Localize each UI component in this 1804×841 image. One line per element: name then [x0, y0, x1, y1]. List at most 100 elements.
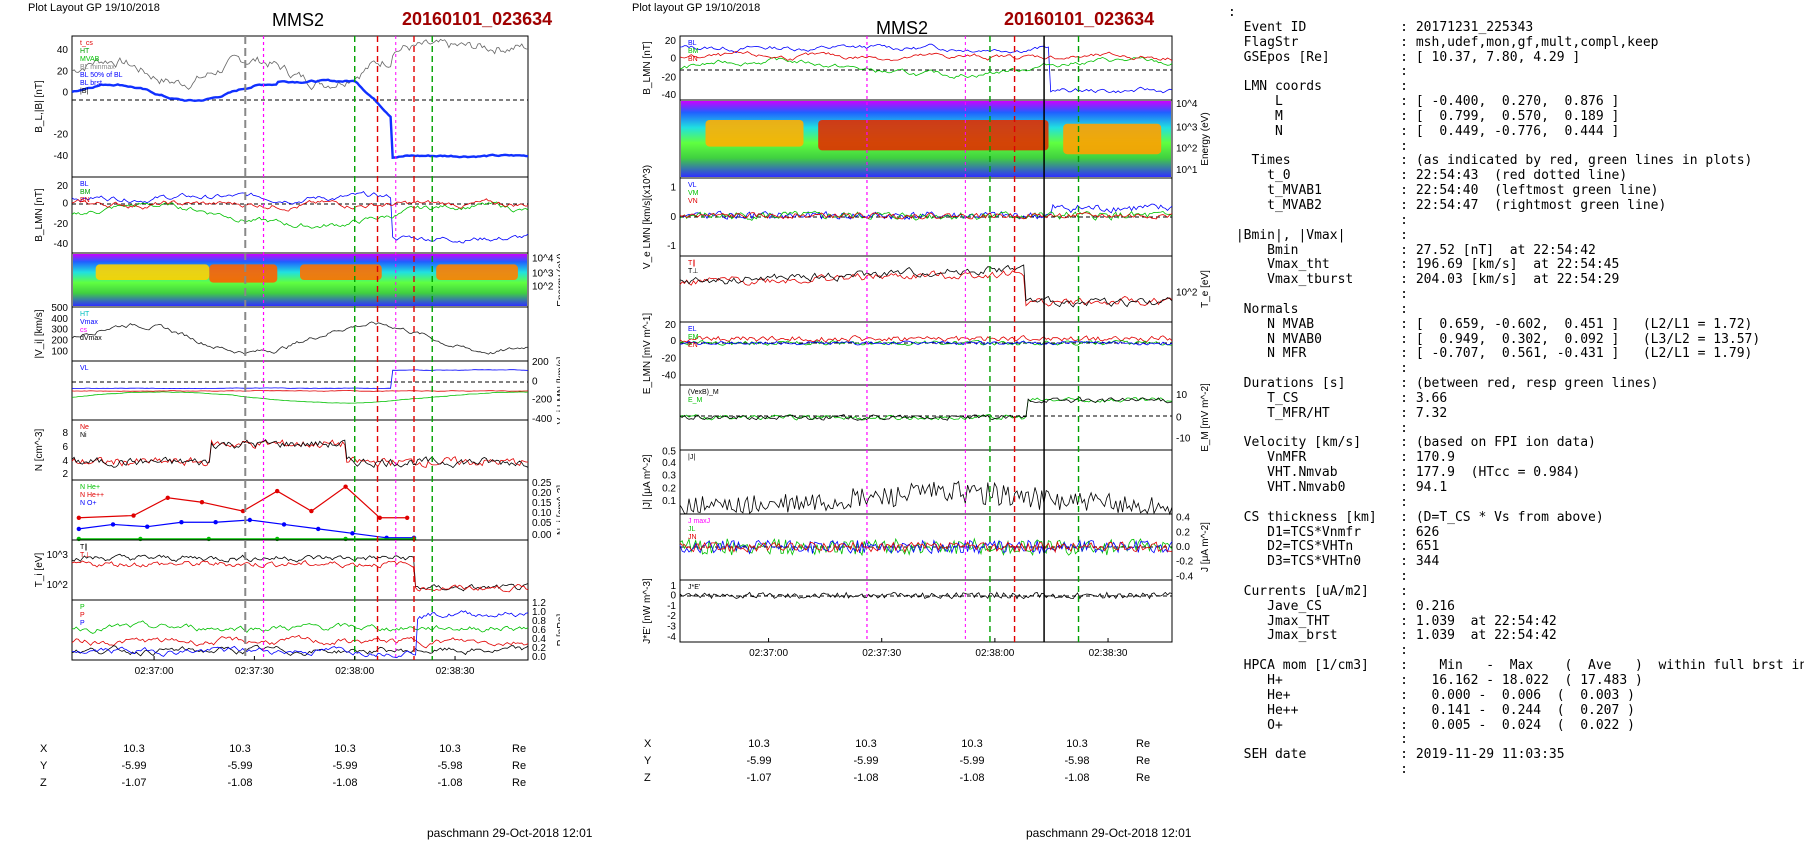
series-line	[679, 43, 1173, 94]
tick-label: -0.4	[1176, 572, 1194, 583]
summary-line: D2=TCS*VHTn : 651	[1228, 539, 1440, 555]
tick-label: 0.2	[1176, 527, 1190, 538]
summary-line: O+ : 0.005 - 0.024 ( 0.022 )	[1228, 717, 1635, 733]
axis-label: B_LMN [nT]	[642, 41, 653, 95]
coord-label: X	[40, 743, 48, 755]
series-line	[71, 391, 529, 404]
tick-label: 10^2	[1176, 143, 1198, 154]
summary-line: D3=TCS*VHTn0 : 344	[1228, 554, 1440, 570]
legend-entry: J maxJ	[688, 518, 710, 525]
summary-line: He++ : 0.141 - 0.244 ( 0.207 )	[1228, 702, 1635, 718]
panel-frame	[71, 306, 529, 362]
summary-line: Vmax_tburst : 204.03 [km/s] at 22:54:29	[1228, 272, 1620, 288]
spectrogram-hot	[95, 264, 210, 280]
axis-label: T_i [eV]	[34, 553, 45, 588]
tick-label: -40	[54, 151, 69, 162]
panel-frame	[71, 539, 529, 601]
tick-label: -1	[667, 601, 676, 612]
tick-label: -20	[54, 130, 69, 141]
legend-entry: EL	[688, 326, 697, 333]
tick-label: 0	[670, 53, 676, 64]
summary-line: Normals :	[1228, 301, 1409, 317]
tick-label: 500	[51, 303, 68, 314]
middle-chart: 200-20-40B_LMN [nT] BLBMBN10^410^310^210^…	[642, 35, 1211, 659]
coord-value: 10.3	[439, 743, 461, 755]
legend-entry: P	[80, 612, 85, 619]
tick-label: 0.2	[532, 643, 546, 654]
tick-label: 8	[62, 428, 68, 439]
summary-line: L : [ -0.400, 0.270, 0.876 ]	[1228, 94, 1620, 110]
tick-label: 0.1	[662, 496, 676, 507]
tick-label: 20	[57, 181, 69, 192]
legend-entry: BL 50% of BL	[80, 72, 123, 79]
series-line	[71, 38, 529, 91]
series-line	[679, 591, 1173, 600]
coord-value: -5.99	[332, 760, 358, 772]
tick-label: 0.4	[532, 634, 546, 645]
axis-label: N_i [cm^-3]	[556, 485, 560, 535]
legend-entry: VM	[688, 190, 699, 197]
summary-line: N MVAB : [ 0.659, -0.602, 0.451 ] (L2/L1…	[1228, 316, 1753, 332]
coord-unit: Re	[1136, 738, 1151, 750]
tick-label: -40	[54, 239, 69, 250]
summary-line: CS thickness [km] : (D=T_CS * Vs from ab…	[1228, 509, 1604, 525]
series-line	[78, 485, 408, 519]
summary-line: Bmin : 27.52 [nT] at 22:54:42	[1228, 242, 1596, 258]
legend-entry: VN	[688, 198, 698, 205]
series-line	[679, 396, 1173, 421]
tick-label: -4	[667, 632, 676, 643]
tick-label: -40	[662, 371, 677, 382]
time-tick: 02:37:30	[862, 648, 901, 659]
axis-label: N [cm^-3]	[34, 429, 45, 472]
tick-label: 0.4	[662, 458, 676, 469]
panel-frame	[679, 449, 1173, 515]
event-summary-text: : Event ID : 20171231_225343 FlagStr : m…	[1228, 5, 1804, 778]
tick-label: 0.25	[532, 478, 552, 489]
tick-label: -2	[667, 611, 676, 622]
axis-label: T_e [eV]	[1200, 270, 1211, 308]
series-line	[71, 439, 528, 468]
summary-line: GSEpos [Re] : [ 10.37, 7.80, 4.29 ]	[1228, 49, 1581, 65]
summary-line: LMN coords :	[1228, 79, 1409, 95]
series-line	[679, 212, 1173, 220]
time-tick: 02:38:30	[1089, 648, 1128, 659]
axis-label: E_LMN [mV m^-1]	[642, 313, 653, 395]
tick-label: 0.00	[532, 530, 552, 541]
time-tick: 02:37:00	[135, 666, 174, 677]
coord-value: 10.3	[334, 743, 356, 755]
series-line	[679, 203, 1173, 220]
axis-label: Energy (eV)	[556, 253, 560, 306]
tick-label: 1.0	[532, 607, 546, 618]
coord-value: -1.08	[227, 777, 253, 789]
summary-line: :	[1228, 287, 1409, 303]
summary-line: Currents [uA/m2] :	[1228, 583, 1409, 599]
left-coord-table: X 10.3 10.3 10.3 10.3 Re Y -5.99 -5.99 -5.99 -5.98…	[40, 743, 560, 803]
tick-label: 0.3	[662, 471, 676, 482]
legend-entry: T⊥	[80, 552, 90, 559]
legend-entry: cs	[80, 327, 88, 334]
legend-entry: EM	[688, 334, 699, 341]
coord-value: -5.98	[1064, 755, 1090, 767]
tick-label: 1	[670, 581, 676, 592]
legend-entry: N He++	[80, 492, 104, 499]
series-line	[71, 190, 529, 244]
summary-line: VHT.Nmvab : 177.9 (HTcc = 0.984)	[1228, 465, 1581, 481]
tick-label: 100	[51, 346, 68, 357]
series-line	[71, 560, 529, 593]
coord-value: 10.3	[748, 738, 770, 750]
legend-entry: T∥	[80, 543, 88, 551]
summary-line: T_CS : 3.66	[1228, 390, 1448, 406]
coord-unit: Re	[512, 743, 527, 755]
legend-entry: VL	[688, 182, 697, 189]
summary-line: N MFR : [ -0.707, 0.561, -0.431 ] (L2/L1…	[1228, 346, 1753, 362]
panel-frame	[679, 321, 1173, 386]
legend-entry: BM	[688, 48, 699, 55]
tick-label: 0	[62, 199, 68, 210]
legend-entry: Ne	[80, 424, 89, 431]
tick-label: -400	[532, 414, 552, 425]
summary-line: Event ID : 20171231_225343	[1228, 19, 1534, 35]
legend-entry: Vmax	[80, 319, 98, 326]
summary-line: :	[1228, 643, 1409, 659]
tick-label: 0.0	[1176, 542, 1190, 553]
axis-label: V_e LMN [km/s](x10^3)	[642, 165, 653, 269]
